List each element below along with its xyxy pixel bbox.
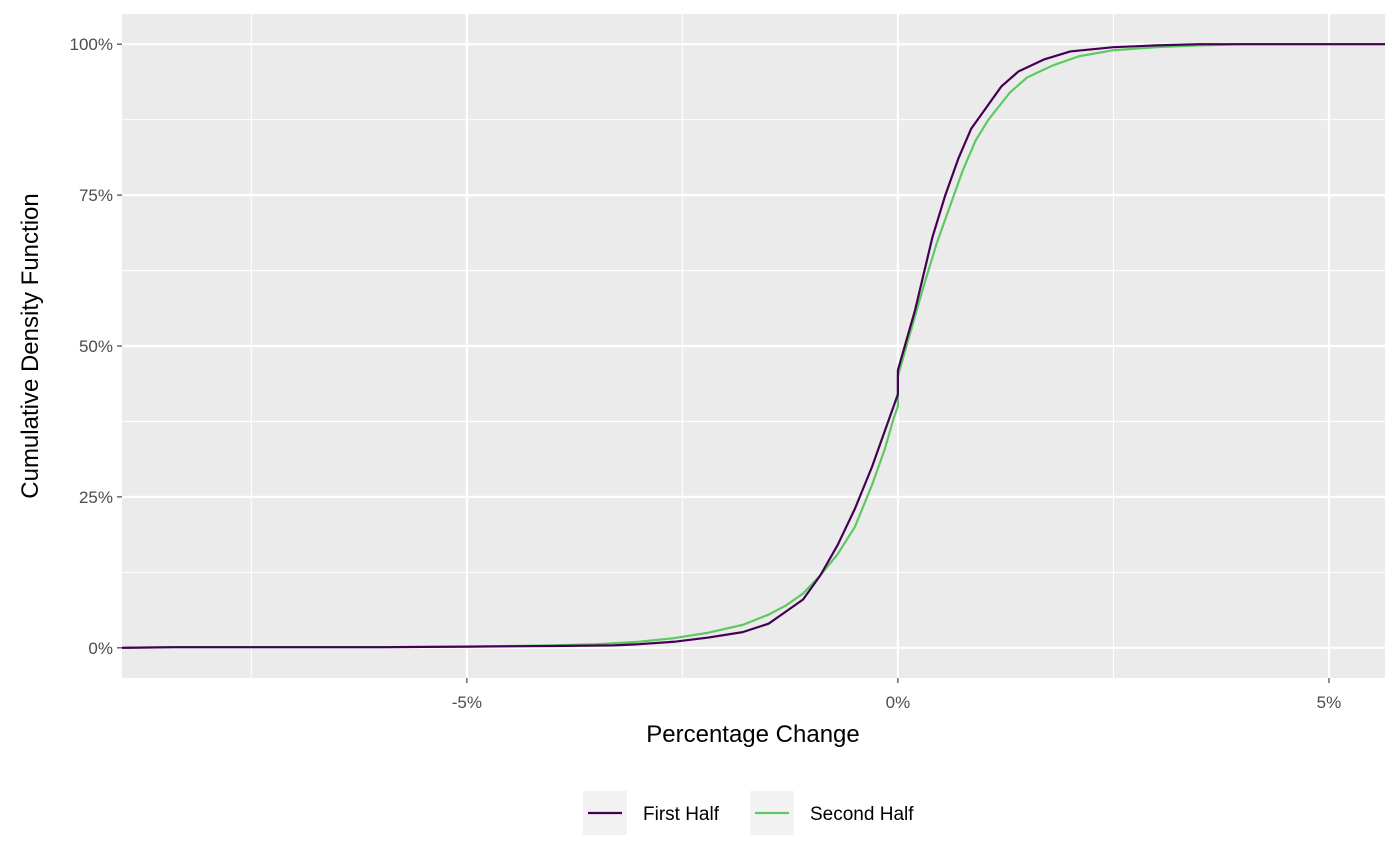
x-axis-title: Percentage Change — [646, 721, 860, 748]
x-tick-label: -5% — [452, 693, 482, 712]
y-tick-label: 75% — [79, 186, 113, 205]
series-layer — [121, 43, 1385, 649]
y-tick-label: 25% — [79, 488, 113, 507]
y-axis: 0% 25% 50% 75% 100% — [70, 35, 122, 658]
series-line-2 — [121, 43, 1385, 649]
legend-label: Second Half — [810, 804, 914, 825]
y-axis-title: Cumulative Density Function — [17, 193, 44, 498]
x-tick-label: 0% — [886, 693, 911, 712]
legend-label: First Half — [643, 804, 720, 825]
y-tick-label: 100% — [70, 35, 113, 54]
y-tick-label: 0% — [88, 639, 113, 658]
y-tick-label: 50% — [79, 337, 113, 356]
legend: First Half Second Half — [583, 791, 914, 835]
x-tick-label: 5% — [1317, 693, 1342, 712]
series-line-1 — [121, 43, 1385, 649]
x-axis: -5% 0% 5% — [452, 678, 1342, 712]
